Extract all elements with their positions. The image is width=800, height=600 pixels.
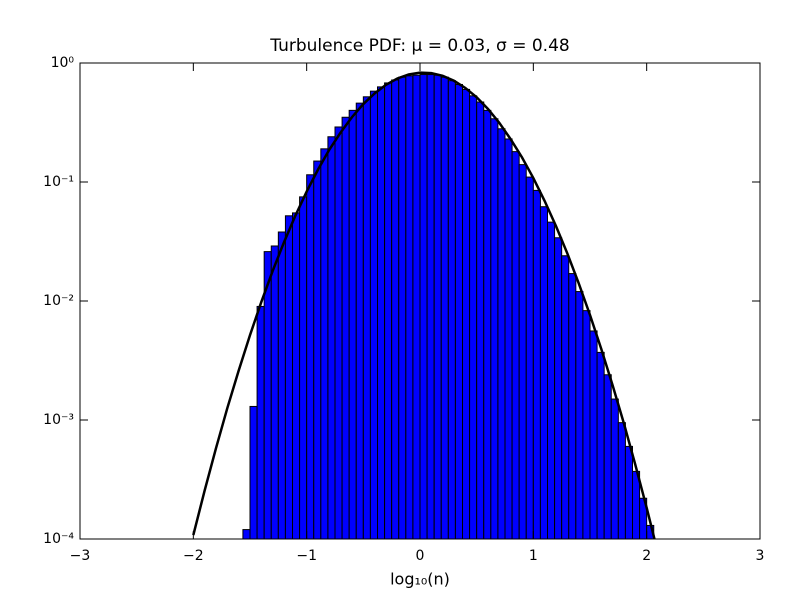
x-tick-label: 1 [529,548,538,564]
y-tick-label: 10⁻⁴ [43,531,74,547]
bar [249,405,258,539]
bar [532,189,541,539]
bar [426,74,435,539]
x-tick-label: 3 [756,548,765,564]
bar [355,102,364,539]
x-tick-label: 0 [416,548,425,564]
y-tick-label: 10⁻¹ [43,174,74,190]
bar [292,212,301,539]
y-tick-label: 10⁰ [51,55,75,71]
bar [624,445,634,539]
bar [603,374,612,539]
y-tick-label: 10⁻² [43,293,74,309]
bar [398,76,407,539]
bar [299,196,308,539]
bar [617,422,626,539]
bar [561,255,570,539]
bar [575,291,584,539]
bar [334,126,343,539]
bar [277,231,286,539]
bar [462,88,471,539]
bar [256,305,265,539]
bar [539,206,549,539]
bar [447,80,456,539]
bar [518,164,527,539]
bar [476,101,485,539]
bar [469,95,478,539]
x-tick-label: −1 [296,548,317,564]
bar [610,398,619,539]
bar [433,74,442,539]
bar [313,160,322,539]
bar [327,136,336,539]
bar [440,76,449,539]
bar [511,151,520,539]
x-tick-label: −2 [183,548,204,564]
bar [320,148,329,539]
x-tick-label: −3 [70,548,91,564]
bar [589,330,598,539]
bar [341,116,350,539]
bar [582,310,591,539]
fit-curve [192,71,656,539]
bar [454,83,463,539]
bar [348,109,357,539]
bar [419,74,428,539]
bar [490,118,499,539]
bar [412,74,421,539]
chart-title: Turbulence PDF: μ = 0.03, σ = 0.48 [269,36,569,56]
bar [554,237,563,539]
bar [497,128,506,539]
bar [405,75,414,539]
bar [547,221,556,539]
bar [596,351,605,539]
bar [362,96,371,539]
bar [391,79,400,539]
bar [483,109,492,539]
bar [306,174,315,539]
x-tick-label: 2 [642,548,651,564]
bar [504,138,513,539]
bar [270,245,279,539]
bar [284,215,293,539]
bar [377,86,386,539]
plot-area [192,71,656,539]
bar [369,90,378,539]
bar [242,529,251,539]
bar [568,273,577,539]
x-axis-label: log₁₀(n) [390,570,450,589]
bar [384,82,393,539]
bar [525,176,534,539]
y-tick-label: 10⁻³ [43,412,74,428]
